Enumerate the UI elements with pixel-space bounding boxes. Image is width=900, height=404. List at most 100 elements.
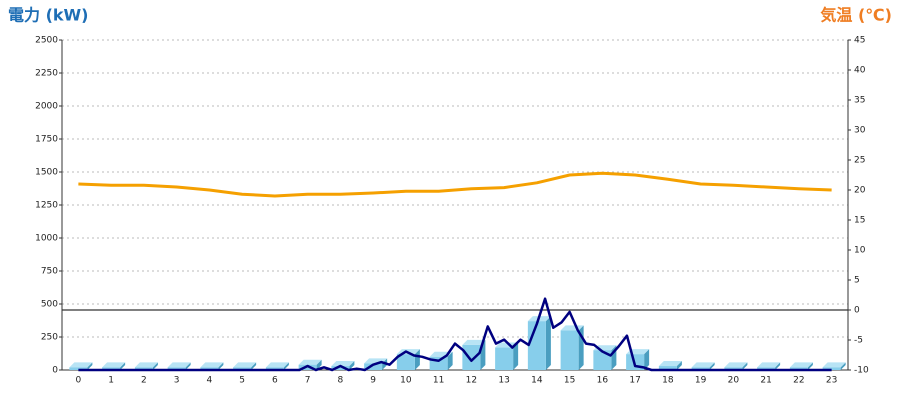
bar-top <box>167 362 191 368</box>
bar-top <box>822 362 846 368</box>
x-tick-label: 11 <box>433 376 444 386</box>
x-tick-label: 15 <box>564 376 575 386</box>
y-tick-label: 1750 <box>35 135 58 145</box>
bar-side <box>152 362 158 370</box>
x-tick-label: 23 <box>826 376 837 386</box>
bar-side <box>120 362 126 370</box>
bar <box>265 367 284 370</box>
x-tick-label: 1 <box>108 376 114 386</box>
bar-top <box>462 339 486 345</box>
y-tick-label: 500 <box>41 300 58 310</box>
line <box>78 171 832 198</box>
bar-top <box>69 362 93 368</box>
x-tick-label: 0 <box>76 376 82 386</box>
bar <box>167 367 186 370</box>
line <box>78 297 832 372</box>
bar <box>495 347 514 370</box>
bar-side <box>349 361 355 370</box>
y2-tick-label: 45 <box>854 36 865 46</box>
bar-side <box>513 342 519 370</box>
x-tick-label: 13 <box>498 376 509 386</box>
bar <box>462 344 481 370</box>
bar-side <box>676 361 682 370</box>
bar-side <box>283 362 289 370</box>
y2-tick-label: 25 <box>854 156 865 166</box>
bar <box>364 363 383 370</box>
bar <box>102 367 121 370</box>
bar-top <box>265 362 289 368</box>
bar-top <box>789 362 813 368</box>
x-tick-label: 17 <box>629 376 640 386</box>
bar-top <box>233 362 257 368</box>
bar <box>658 366 677 370</box>
bar <box>691 367 710 370</box>
y-tick-label: 750 <box>41 267 58 277</box>
y2-tick-label: -5 <box>854 336 863 346</box>
x-tick-label: 14 <box>531 376 543 386</box>
bar <box>560 330 579 370</box>
y-tick-label: 1000 <box>35 234 58 244</box>
x-tick-label: 21 <box>760 376 771 386</box>
x-tick-label: 9 <box>370 376 376 386</box>
y2-tick-label: 20 <box>854 186 866 196</box>
bar-side <box>775 362 781 370</box>
x-tick-label: 5 <box>239 376 245 386</box>
x-tick-label: 2 <box>141 376 147 386</box>
bar-side <box>545 316 551 370</box>
x-tick-label: 20 <box>728 376 740 386</box>
x-tick-label: 18 <box>662 376 674 386</box>
bar-top <box>134 362 158 368</box>
bar-top <box>691 362 715 368</box>
y-axis-title: 電力 (kW) <box>8 6 89 25</box>
bar-top <box>102 362 126 368</box>
y-tick-label: 1250 <box>35 201 58 211</box>
bar-side <box>185 362 191 370</box>
bar-top <box>331 361 355 367</box>
x-tick-label: 6 <box>272 376 278 386</box>
bar <box>396 354 415 370</box>
x-tick-label: 7 <box>305 376 311 386</box>
y2-axis-title: 気温 (℃) <box>820 6 892 25</box>
y-tick-label: 2000 <box>35 102 58 112</box>
bar-side <box>742 362 748 370</box>
y-tick-label: 1500 <box>35 168 58 178</box>
bar <box>593 350 612 370</box>
bar-side <box>644 349 650 370</box>
bar-top <box>200 362 224 368</box>
y-tick-label: 2500 <box>35 36 58 46</box>
bar-side <box>218 362 224 370</box>
y2-tick-label: 0 <box>854 306 860 316</box>
bar-side <box>840 362 846 370</box>
bar-side <box>709 362 715 370</box>
bar-side <box>447 351 453 370</box>
bar-side <box>316 359 322 370</box>
x-tick-label: 8 <box>338 376 344 386</box>
bar-side <box>807 362 813 370</box>
y2-tick-label: 10 <box>854 246 866 256</box>
bar <box>822 367 841 370</box>
bar-top <box>724 362 748 368</box>
bar <box>757 367 776 370</box>
bar <box>233 367 252 370</box>
bar-top <box>757 362 781 368</box>
y2-tick-label: 40 <box>854 66 866 76</box>
bar-side <box>414 349 420 370</box>
bar <box>134 367 153 370</box>
y2-tick-label: 35 <box>854 96 865 106</box>
bar <box>527 321 546 370</box>
bar-top <box>298 359 322 365</box>
x-tick-label: 16 <box>597 376 609 386</box>
bar <box>200 367 219 370</box>
bar-side <box>251 362 257 370</box>
x-tick-label: 12 <box>466 376 477 386</box>
y-tick-label: 2250 <box>35 69 58 79</box>
x-tick-label: 10 <box>400 376 412 386</box>
y2-tick-label: 5 <box>854 276 860 286</box>
bar <box>69 367 88 370</box>
bar-top <box>658 361 682 367</box>
bar <box>724 367 743 370</box>
y2-tick-label: -10 <box>854 366 869 376</box>
bar-side <box>87 362 93 370</box>
bar <box>331 366 350 370</box>
